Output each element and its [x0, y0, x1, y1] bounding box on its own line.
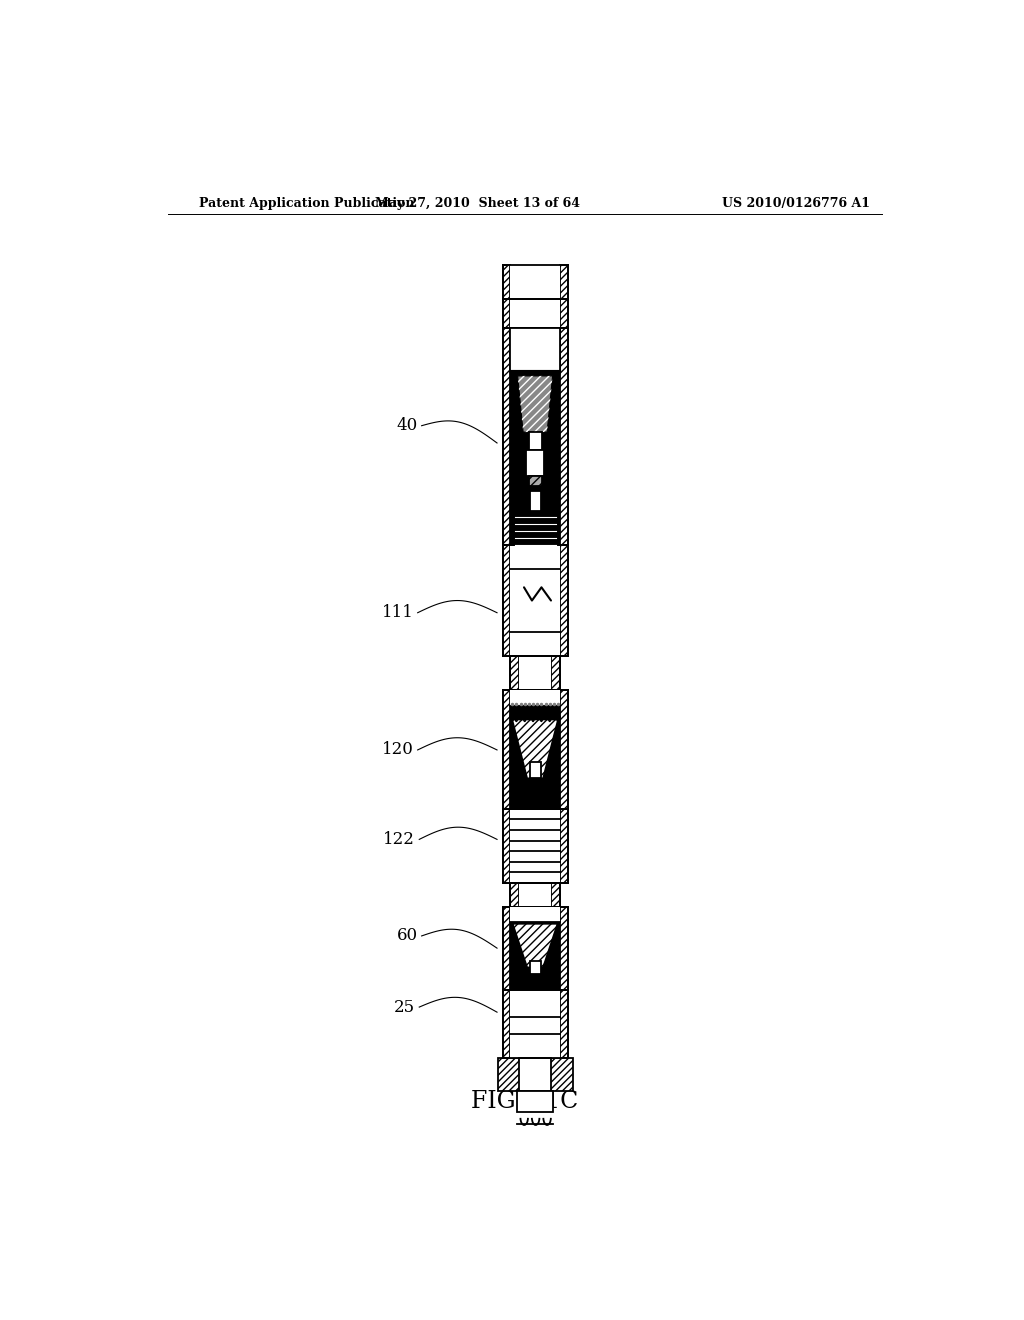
Text: 122: 122 — [383, 830, 416, 847]
Bar — [510, 690, 560, 706]
Bar — [510, 265, 560, 298]
Bar — [503, 907, 510, 990]
Bar — [503, 265, 510, 298]
Text: 60: 60 — [396, 928, 418, 944]
Bar — [510, 690, 560, 809]
Bar — [519, 1057, 551, 1092]
Bar — [528, 432, 542, 450]
Bar — [560, 329, 567, 545]
Bar — [529, 961, 541, 974]
Bar — [510, 907, 560, 990]
Bar — [498, 1057, 572, 1092]
Text: 111: 111 — [382, 605, 414, 622]
Bar — [560, 907, 567, 990]
Bar — [510, 809, 560, 883]
Bar — [560, 265, 567, 298]
Bar — [510, 990, 560, 1057]
Bar — [503, 329, 510, 545]
Bar — [503, 545, 510, 656]
Text: Patent Application Publication: Patent Application Publication — [200, 197, 415, 210]
Bar — [529, 491, 541, 511]
Bar — [510, 883, 519, 907]
Bar — [510, 656, 519, 690]
Bar — [503, 298, 510, 329]
Text: May 27, 2010  Sheet 13 of 64: May 27, 2010 Sheet 13 of 64 — [375, 197, 580, 210]
Text: 120: 120 — [382, 742, 414, 759]
Bar — [560, 545, 567, 656]
Polygon shape — [512, 719, 558, 779]
Text: US 2010/0126776 A1: US 2010/0126776 A1 — [722, 197, 870, 210]
Text: FIG. 11C: FIG. 11C — [471, 1090, 579, 1113]
Bar — [510, 329, 560, 545]
Bar — [519, 656, 552, 690]
Bar — [552, 656, 560, 690]
Bar — [529, 762, 541, 779]
Bar — [503, 990, 510, 1057]
Bar — [560, 690, 567, 809]
Bar — [503, 690, 510, 809]
Bar — [560, 809, 567, 883]
Polygon shape — [510, 371, 560, 432]
Bar — [528, 475, 542, 486]
Bar — [510, 329, 560, 371]
Bar — [517, 1092, 553, 1111]
Bar — [560, 990, 567, 1057]
Bar — [552, 883, 560, 907]
Polygon shape — [513, 924, 558, 968]
Bar — [526, 450, 544, 475]
Bar — [519, 883, 552, 907]
Polygon shape — [517, 376, 553, 432]
Text: 25: 25 — [394, 999, 416, 1015]
Text: 40: 40 — [396, 417, 418, 434]
Bar — [510, 907, 560, 921]
Bar — [503, 809, 510, 883]
Bar — [560, 298, 567, 329]
Bar — [510, 545, 560, 656]
Bar — [510, 298, 560, 329]
